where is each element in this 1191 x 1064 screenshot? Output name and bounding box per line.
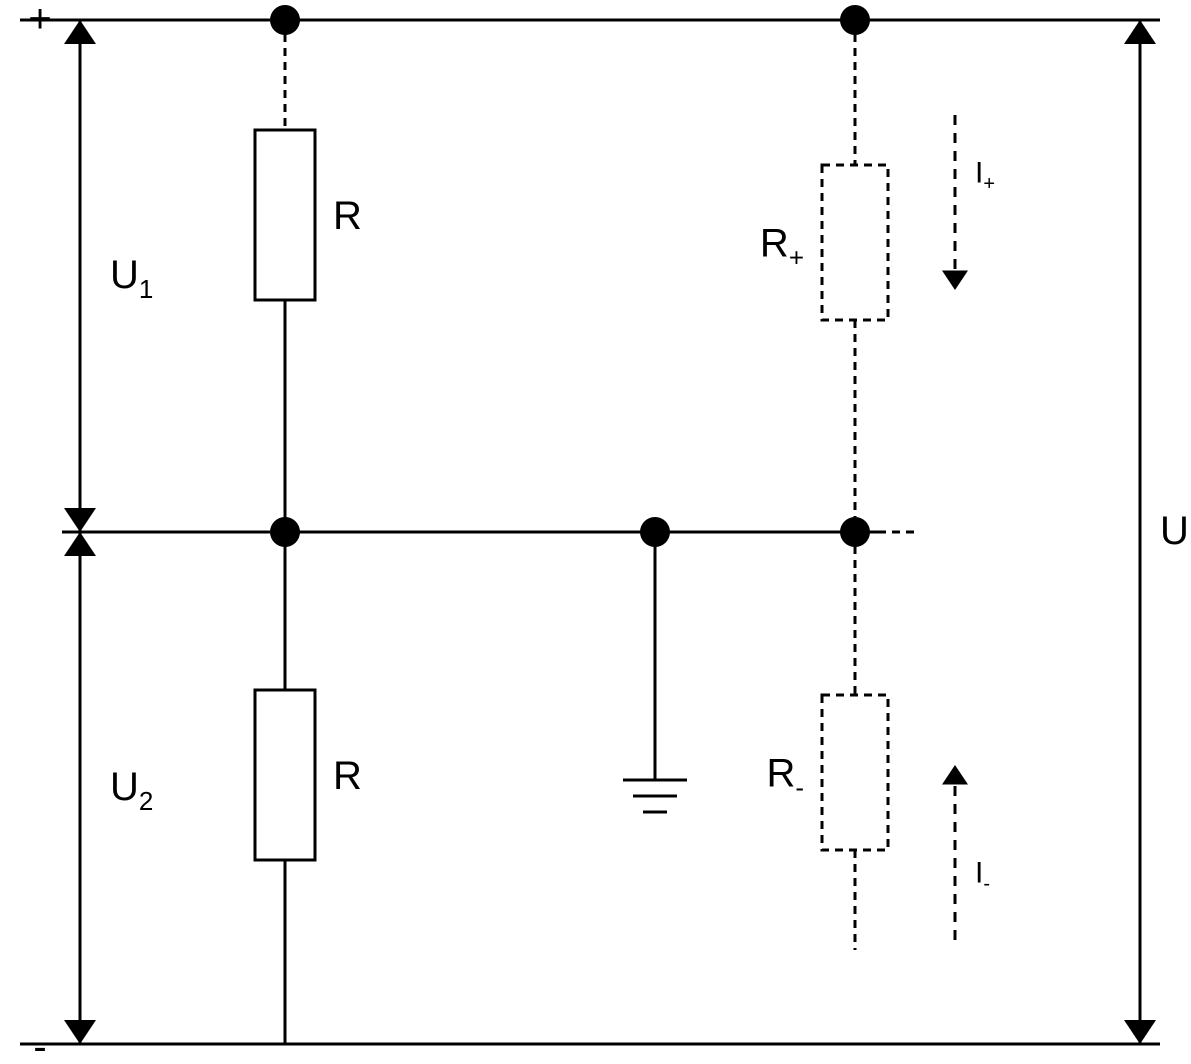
node-dot: [840, 517, 870, 547]
current-Iplus-arrowhead: [942, 271, 968, 291]
measure-U1-arrow-up: [64, 20, 96, 44]
measure-U-arrow-down: [1124, 1020, 1156, 1044]
polarity-minus: -: [33, 1025, 46, 1064]
measure-U-arrow-up: [1124, 20, 1156, 44]
label-U: U: [1160, 509, 1189, 553]
label-Iplus: I+: [975, 157, 995, 196]
node-dot: [840, 5, 870, 35]
label-R-top: R: [333, 194, 362, 238]
current-Iminus-arrowhead: [942, 765, 968, 785]
node-dot: [270, 517, 300, 547]
label-U2: U2: [110, 765, 153, 816]
resistor-R-plus: [822, 165, 888, 320]
node-dot: [640, 517, 670, 547]
label-Iminus: I-: [975, 857, 990, 896]
label-U1: U1: [110, 253, 153, 304]
measure-U1-arrow-down: [64, 508, 96, 532]
label-R-minus: R-: [766, 752, 804, 803]
measure-U2-arrow-up: [64, 532, 96, 556]
resistor-R-minus: [822, 695, 888, 850]
label-R-plus: R+: [760, 222, 804, 273]
label-R-bottom: R: [333, 754, 362, 798]
polarity-plus: +: [28, 0, 51, 41]
resistor-R-bottom: [255, 690, 315, 860]
measure-U2-arrow-down: [64, 1020, 96, 1044]
node-dot: [270, 5, 300, 35]
resistor-R-top: [255, 130, 315, 300]
